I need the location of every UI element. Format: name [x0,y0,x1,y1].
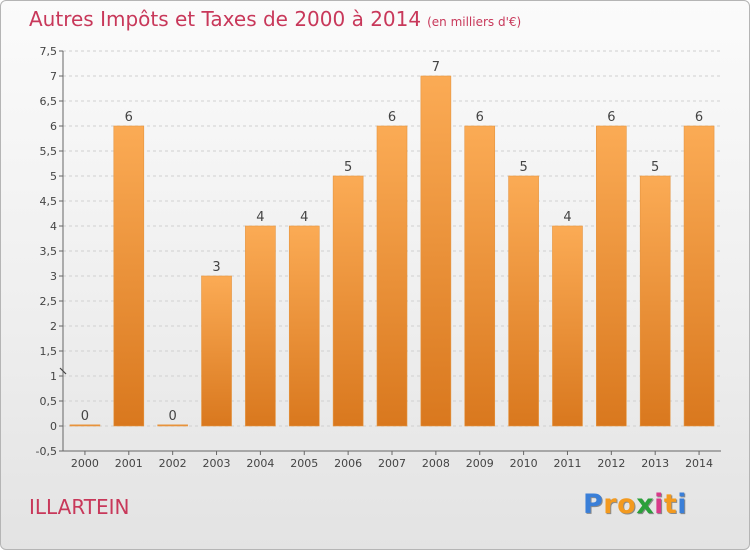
y-tick-label: 4 [50,220,57,233]
y-tick-label: 7,5 [40,45,58,58]
data-label: 4 [256,210,264,225]
bar [69,424,101,427]
y-tick-label: 2 [50,320,57,333]
bar [552,225,583,427]
data-label: 0 [169,409,177,424]
y-tick-label: 4,5 [40,195,58,208]
bar [113,125,145,427]
bar [508,175,539,427]
data-label: 6 [607,110,615,125]
x-tick-label: 2001 [115,457,143,470]
data-label: 5 [344,160,352,175]
y-tick-label: 2,5 [40,295,58,308]
logo-letter: x [636,489,655,520]
y-tick-label: -0,5 [36,445,57,458]
data-label: 5 [651,160,659,175]
data-label: 6 [476,110,484,125]
bar [376,125,408,427]
y-tick-label: 0,5 [40,395,58,408]
axis-break [59,367,67,375]
bar [288,225,320,427]
x-tick-label: 2011 [553,457,581,470]
data-label: 6 [388,110,396,125]
x-tick-label: 2002 [159,457,187,470]
data-label: 0 [81,409,89,424]
y-tick-label: 3,5 [40,245,58,258]
x-tick-label: 2004 [246,457,274,470]
y-tick-label: 1 [50,370,57,383]
logo-letter: t [663,489,678,520]
logo-letter: o [617,489,637,520]
bar [464,125,496,427]
x-tick-label: 2012 [597,457,625,470]
bar [596,125,627,427]
y-tick-label: 0 [50,420,57,433]
x-tick-label: 2005 [290,457,318,470]
y-tick-label: 7 [50,70,57,83]
data-label: 5 [519,160,527,175]
data-label: 6 [695,110,703,125]
logo-letter: P [583,489,604,520]
logo-letter: r [603,489,618,520]
logo-letter: i [677,489,688,520]
y-tick-label: 6,5 [40,95,58,108]
proxiti-logo: Proxiti [583,489,687,520]
logo-letter: i [654,489,664,520]
y-tick-label: 3 [50,270,57,283]
y-tick-label: 5,5 [40,145,58,158]
data-label: 6 [125,110,133,125]
x-tick-label: 2010 [510,457,538,470]
x-tick-label: 2006 [334,457,362,470]
x-tick-label: 2000 [71,457,99,470]
commune-name: ILLARTEIN [29,495,130,519]
data-label: 7 [432,60,440,75]
data-label: 3 [212,260,220,275]
bar [683,125,715,427]
x-tick-label: 2009 [466,457,494,470]
bar [245,225,276,427]
x-tick-label: 2014 [685,457,713,470]
chart-subtitle: (en milliers d'€) [427,15,522,29]
bar [420,75,452,427]
y-tick-label: 5 [50,170,57,183]
bar [157,424,188,427]
bar [201,275,232,427]
x-tick-label: 2008 [422,457,450,470]
x-tick-label: 2013 [641,457,669,470]
data-label: 4 [300,210,308,225]
y-tick-label: 1,5 [40,345,58,358]
data-label: 4 [563,210,571,225]
x-tick-label: 2003 [203,457,231,470]
x-tick-label: 2007 [378,457,406,470]
y-tick-label: 6 [50,120,57,133]
bar [639,175,671,427]
bar [332,175,364,427]
chart-title: Autres Impôts et Taxes de 2000 à 2014 (en… [29,7,522,31]
